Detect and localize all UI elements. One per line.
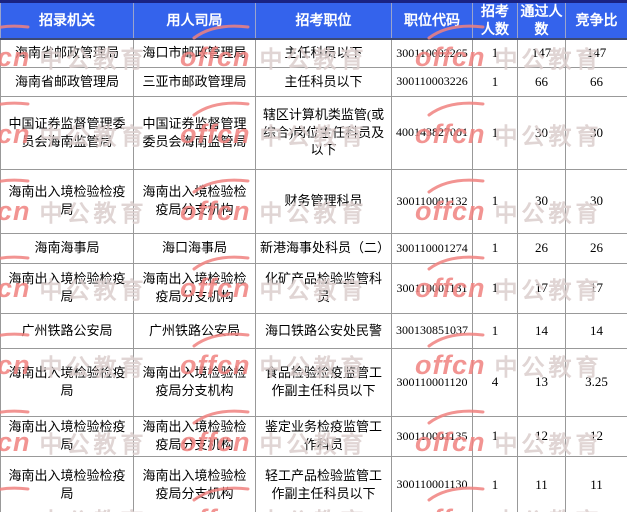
cell-dept: 海南出入境检验检疫局分支机构 bbox=[133, 415, 256, 457]
cell-position: 新港海事处科员（二） bbox=[255, 232, 392, 264]
cell-org: 海南海事局 bbox=[0, 232, 134, 264]
cell-code: 300110001274 bbox=[391, 232, 473, 264]
cell-org: 海南省邮政管理局 bbox=[0, 38, 134, 68]
cell-dept: 广州铁路公安局 bbox=[133, 312, 256, 349]
cell-dept: 三亚市邮政管理局 bbox=[133, 66, 256, 97]
table-body: 海南省邮政管理局 海口市邮政管理局 主任科员以下 300110002265 1 147 14… bbox=[0, 38, 627, 512]
cell-passed: 147 bbox=[517, 38, 566, 68]
table-row: 海南省邮政管理局 三亚市邮政管理局 主任科员以下 300110003226 1 66 66 bbox=[0, 66, 627, 97]
cell-ratio: 147 bbox=[565, 38, 627, 68]
cell-recruit: 1 bbox=[472, 312, 518, 349]
cell-org: 广州铁路公安局 bbox=[0, 312, 134, 349]
cell-position: 海口铁路公安处民警 bbox=[255, 312, 392, 349]
cell-recruit: 1 bbox=[472, 168, 518, 234]
cell-position: 主任科员以下 bbox=[255, 38, 392, 68]
cell-passed: 11 bbox=[517, 455, 566, 512]
cell-code: 300110001120 bbox=[391, 347, 473, 417]
cell-position: 主任科员以下 bbox=[255, 66, 392, 97]
cell-recruit: 1 bbox=[472, 262, 518, 314]
cell-dept: 海南出入境检验检疫局分支机构 bbox=[133, 168, 256, 234]
table-row: 海南省邮政管理局 海口市邮政管理局 主任科员以下 300110002265 1 147 14… bbox=[0, 38, 627, 68]
column-header-org: 招录机关 bbox=[0, 0, 134, 40]
cell-position: 辖区计算机类监管(或综合)岗位主任科员及以下 bbox=[255, 95, 392, 170]
cell-passed: 13 bbox=[517, 347, 566, 417]
cell-position: 财务管理科员 bbox=[255, 168, 392, 234]
cell-dept: 海口市邮政管理局 bbox=[133, 38, 256, 68]
cell-ratio: 12 bbox=[565, 415, 627, 457]
cell-passed: 66 bbox=[517, 66, 566, 97]
cell-recruit: 4 bbox=[472, 347, 518, 417]
cell-recruit: 1 bbox=[472, 455, 518, 512]
cell-code: 300110003226 bbox=[391, 66, 473, 97]
cell-code: 300130851037 bbox=[391, 312, 473, 349]
table-row: 海南出入境检验检疫局 海南出入境检验检疫局分支机构 化矿产品检验监管科员 300110… bbox=[0, 262, 627, 314]
column-header-position: 招考职位 bbox=[255, 0, 392, 40]
cell-dept: 海南出入境检验检疫局分支机构 bbox=[133, 347, 256, 417]
cell-ratio: 3.25 bbox=[565, 347, 627, 417]
cell-ratio: 30 bbox=[565, 168, 627, 234]
cell-recruit: 1 bbox=[472, 95, 518, 170]
cell-ratio: 14 bbox=[565, 312, 627, 349]
table-row: 广州铁路公安局 广州铁路公安局 海口铁路公安处民警 300130851037 1 14 14 bbox=[0, 312, 627, 349]
cell-position: 鉴定业务检疫监管工作科员 bbox=[255, 415, 392, 457]
cell-code: 400143827001 bbox=[391, 95, 473, 170]
cell-passed: 14 bbox=[517, 312, 566, 349]
column-header-recruit: 招考人数 bbox=[472, 0, 518, 40]
cell-org: 海南出入境检验检疫局 bbox=[0, 347, 134, 417]
column-header-ratio: 竞争比 bbox=[565, 0, 627, 40]
cell-ratio: 11 bbox=[565, 455, 627, 512]
cell-ratio: 17 bbox=[565, 262, 627, 314]
cell-ratio: 66 bbox=[565, 66, 627, 97]
cell-recruit: 1 bbox=[472, 232, 518, 264]
cell-code: 300110002265 bbox=[391, 38, 473, 68]
column-header-passed: 通过人数 bbox=[517, 0, 566, 40]
table-row: 海南海事局 海口海事局 新港海事处科员（二） 300110001274 1 26 26 bbox=[0, 232, 627, 264]
cell-recruit: 1 bbox=[472, 66, 518, 97]
cell-org: 海南出入境检验检疫局 bbox=[0, 415, 134, 457]
cell-ratio: 30 bbox=[565, 95, 627, 170]
cell-code: 300110001135 bbox=[391, 415, 473, 457]
cell-dept: 海南出入境检验检疫局分支机构 bbox=[133, 455, 256, 512]
cell-org: 海南省邮政管理局 bbox=[0, 66, 134, 97]
cell-passed: 12 bbox=[517, 415, 566, 457]
table-row: 中国证券监督管理委员会海南监管局 中国证券监督管理委员会海南监管局 辖区计算机类监管… bbox=[0, 95, 627, 170]
cell-ratio: 26 bbox=[565, 232, 627, 264]
cell-org: 海南出入境检验检疫局 bbox=[0, 455, 134, 512]
table-row: 海南出入境检验检疫局 海南出入境检验检疫局分支机构 鉴定业务检疫监管工作科员 3001… bbox=[0, 415, 627, 457]
cell-position: 食品检验检疫监管工作副主任科员以下 bbox=[255, 347, 392, 417]
cell-dept: 海口海事局 bbox=[133, 232, 256, 264]
cell-code: 300110001131 bbox=[391, 262, 473, 314]
cell-org: 海南出入境检验检疫局 bbox=[0, 168, 134, 234]
column-header-code: 职位代码 bbox=[391, 0, 473, 40]
column-header-dept: 用人司局 bbox=[133, 0, 256, 40]
cell-position: 轻工产品检验监管工作副主任科员以下 bbox=[255, 455, 392, 512]
table-header: 招录机关 用人司局 招考职位 职位代码 招考人数 通过人数 竞争比 bbox=[0, 0, 627, 40]
cell-passed: 17 bbox=[517, 262, 566, 314]
cell-code: 300110001132 bbox=[391, 168, 473, 234]
table-row: 海南出入境检验检疫局 海南出入境检验检疫局分支机构 食品检验检疫监管工作副主任科员以… bbox=[0, 347, 627, 417]
cell-passed: 30 bbox=[517, 95, 566, 170]
cell-dept: 海南出入境检验检疫局分支机构 bbox=[133, 262, 256, 314]
cell-org: 海南出入境检验检疫局 bbox=[0, 262, 134, 314]
cell-dept: 中国证券监督管理委员会海南监管局 bbox=[133, 95, 256, 170]
table-header-row: 招录机关 用人司局 招考职位 职位代码 招考人数 通过人数 竞争比 bbox=[0, 0, 627, 40]
cell-recruit: 1 bbox=[472, 38, 518, 68]
cell-org: 中国证券监督管理委员会海南监管局 bbox=[0, 95, 134, 170]
cell-code: 300110001130 bbox=[391, 455, 473, 512]
cell-passed: 30 bbox=[517, 168, 566, 234]
table-row: 海南出入境检验检疫局 海南出入境检验检疫局分支机构 轻工产品检验监管工作副主任科员以… bbox=[0, 455, 627, 512]
cell-passed: 26 bbox=[517, 232, 566, 264]
cell-recruit: 1 bbox=[472, 415, 518, 457]
table-row: 海南出入境检验检疫局 海南出入境检验检疫局分支机构 财务管理科员 3001100011… bbox=[0, 168, 627, 234]
cell-position: 化矿产品检验监管科员 bbox=[255, 262, 392, 314]
